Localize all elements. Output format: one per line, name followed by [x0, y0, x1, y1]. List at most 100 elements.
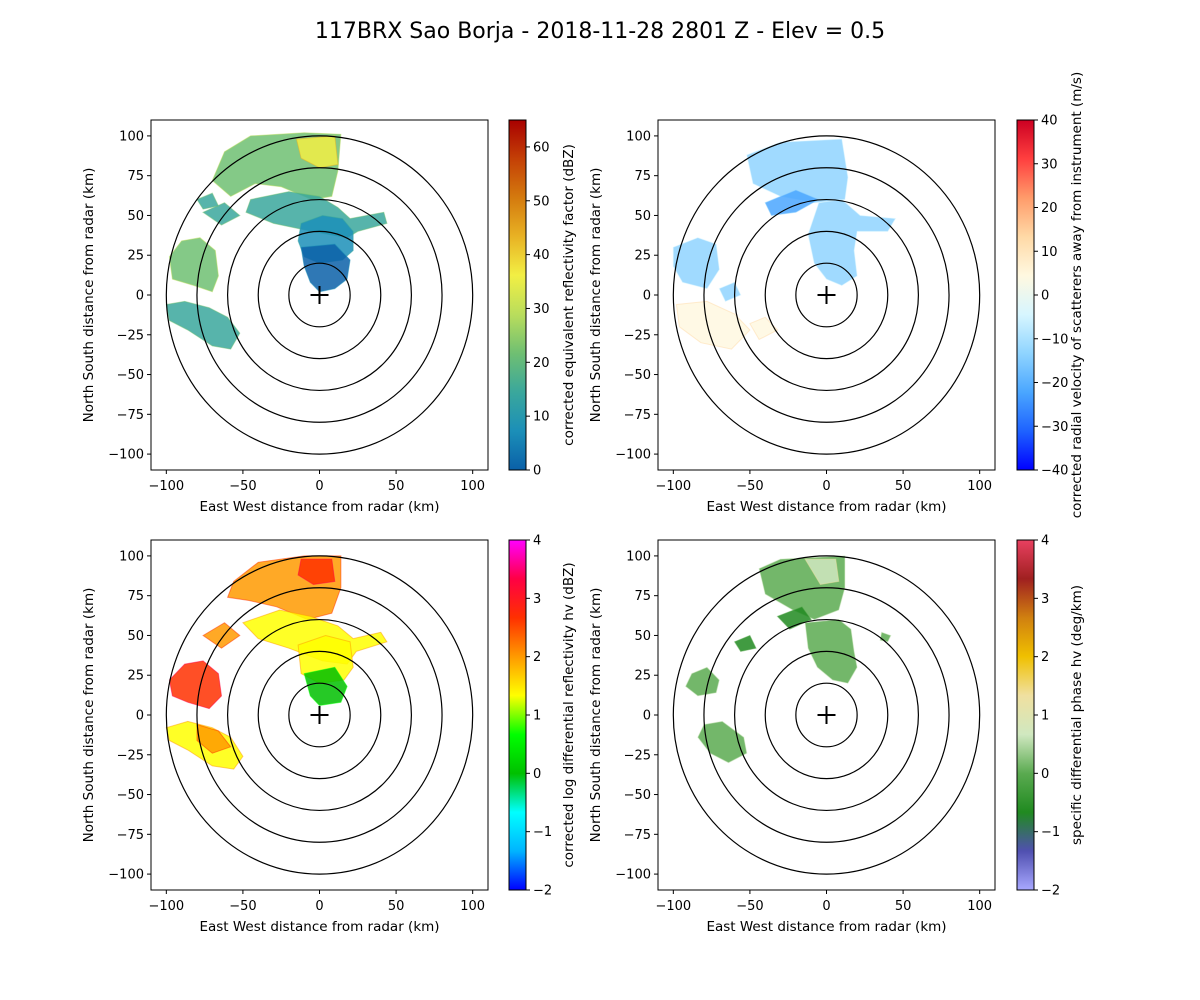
colorbar-tick-label: 20: [533, 356, 550, 371]
y-tick-label: 75: [634, 589, 651, 604]
echo-layer: [672, 138, 897, 350]
colorbar-tick-label: 3: [1041, 592, 1049, 607]
range-ring-60km: [226, 198, 413, 392]
colorbar-tick-label: 0: [1041, 289, 1049, 304]
x-axis-label: East West distance from radar (km): [706, 919, 946, 935]
range-ring-60km: [226, 618, 413, 812]
y-tick-label: 0: [136, 289, 144, 304]
colorbar-tick-label: 40: [1041, 114, 1058, 129]
x-tick-label: 100: [460, 479, 485, 494]
y-tick-label: −25: [624, 328, 651, 343]
x-tick-label: 50: [388, 479, 405, 494]
y-tick-label: 75: [127, 589, 144, 604]
x-tick-label: 0: [315, 899, 323, 914]
x-tick-label: −50: [736, 479, 763, 494]
x-tick-label: 50: [388, 899, 405, 914]
range-ring-100km: [672, 135, 981, 455]
panel-velocity: −100 −50 0 50 100−100−75−50−250255075100East…: [588, 72, 1085, 518]
y-tick-label: 50: [127, 209, 144, 224]
y-tick-label: 50: [634, 629, 651, 644]
y-tick-label: 0: [643, 289, 651, 304]
range-ring-80km: [196, 587, 443, 843]
colorbar-tick-label: 0: [1041, 767, 1049, 782]
y-tick-label: −100: [108, 868, 144, 883]
y-tick-label: −25: [624, 748, 651, 763]
y-tick-label: −100: [108, 448, 144, 463]
echo-region: [749, 316, 779, 341]
echo-region: [672, 237, 720, 290]
panel-reflectivity: −100 −50 0 50 100−100−75−50−250255075100East…: [81, 119, 577, 515]
figure-title: 117BRX Sao Borja - 2018-11-28 2801 Z - E…: [315, 19, 885, 44]
echo-region: [300, 243, 351, 293]
colorbar-tick-label: −40: [1041, 464, 1068, 479]
colorbar-tick-label: 1: [1041, 709, 1049, 724]
y-tick-label: 100: [626, 129, 651, 144]
y-tick-label: −100: [615, 868, 651, 883]
y-tick-label: 75: [127, 169, 144, 184]
x-tick-label: 50: [895, 899, 912, 914]
range-ring-80km: [196, 167, 443, 423]
echo-region: [718, 281, 742, 303]
y-tick-label: −25: [117, 748, 144, 763]
colorbar-tick-label: −10: [1041, 332, 1068, 347]
colorbar-gradient: [1017, 120, 1034, 470]
colorbar-tick-label: −30: [1041, 420, 1068, 435]
y-tick-label: 100: [119, 129, 144, 144]
colorbar-tick-label: 10: [1041, 245, 1058, 260]
colorbar-tick-label: 60: [533, 140, 550, 155]
x-tick-label: −100: [655, 479, 691, 494]
echo-region: [879, 631, 892, 643]
range-ring-60km: [733, 198, 920, 392]
x-axis-label: East West distance from radar (km): [706, 499, 946, 515]
panel-specific_differential_phase: −100 −50 0 50 100 −100 −75 −50 −25 0 25 50 75 100 East…: [588, 534, 1085, 936]
echo-region: [168, 237, 219, 293]
colorbar-tick-label: 1: [533, 709, 541, 724]
range-ring-40km: [257, 230, 382, 360]
colorbar-gradient: [1017, 540, 1034, 890]
echo-region: [675, 300, 751, 350]
echo-region: [684, 666, 720, 697]
x-tick-label: 0: [822, 479, 830, 494]
colorbar-tick-label: −2: [1041, 884, 1060, 899]
echo-region: [202, 622, 241, 649]
y-axis-label: North South distance from radar (km): [81, 588, 97, 843]
y-tick-label: 75: [634, 169, 651, 184]
y-axis-label: North South distance from radar (km): [588, 168, 604, 423]
colorbar-tick-label: 0: [533, 767, 541, 782]
echo-region: [196, 723, 232, 754]
range-ring-20km: [795, 682, 858, 748]
colorbar-gradient: [509, 120, 526, 470]
x-tick-label: 100: [967, 479, 992, 494]
colorbar-tick-label: −2: [533, 884, 552, 899]
colorbar-gradient: [509, 540, 526, 890]
echo-region: [303, 666, 348, 707]
echo-layer: [165, 555, 388, 770]
range-ring-60km: [733, 618, 920, 812]
colorbar-tick-label: 40: [533, 248, 550, 263]
y-tick-label: 0: [136, 709, 144, 724]
colorbar-tick-label: 50: [533, 194, 550, 209]
y-tick-label: −50: [624, 788, 651, 803]
echo-region: [196, 192, 220, 210]
colorbar-tick-label: −1: [533, 825, 552, 840]
y-tick-label: −75: [624, 828, 651, 843]
echo-layer: [165, 132, 388, 350]
y-tick-label: 0: [643, 709, 651, 724]
range-ring-20km: [288, 262, 351, 328]
colorbar-tick-label: 20: [1041, 201, 1058, 216]
range-ring-40km: [257, 650, 382, 780]
x-tick-label: −100: [148, 479, 184, 494]
range-ring-100km: [672, 555, 981, 875]
range-ring-20km: [795, 262, 858, 328]
echo-region: [807, 198, 897, 287]
range-ring-80km: [703, 167, 950, 423]
x-tick-label: −50: [736, 899, 763, 914]
panel-differential_reflectivity: −100 −50 0 50 100 −100 −75 −50 −25 0 25 50 75 100 East…: [81, 534, 577, 936]
y-tick-label: −75: [117, 828, 144, 843]
colorbar-label: specific differential phase hv (deg/km): [1069, 585, 1085, 845]
echo-region: [245, 191, 388, 239]
x-tick-label: 100: [967, 899, 992, 914]
y-tick-label: 100: [626, 549, 651, 564]
colorbar-label: corrected log differential reflectivity …: [561, 562, 577, 867]
